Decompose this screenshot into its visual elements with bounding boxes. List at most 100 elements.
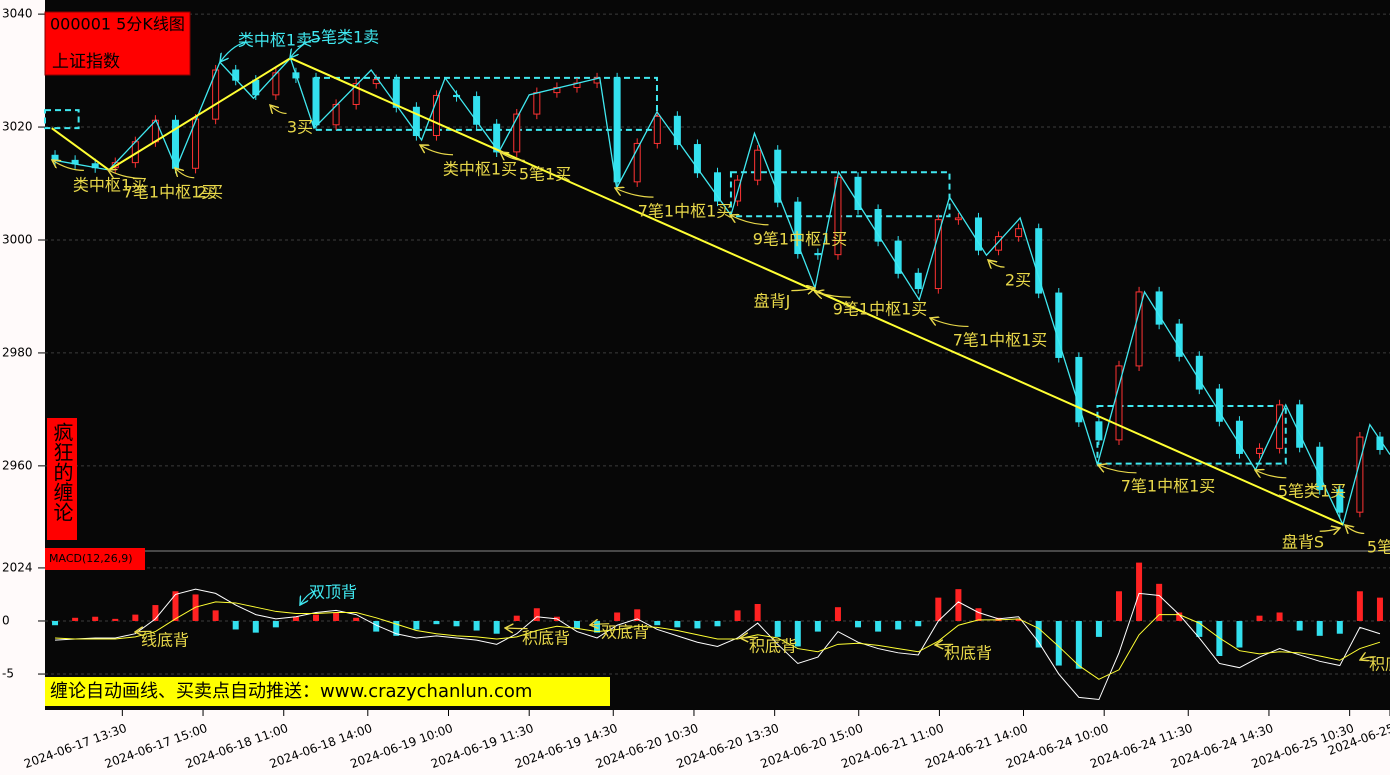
bi-line: [51, 56, 1390, 527]
candle-body: [794, 201, 802, 255]
y-tick-label: 3000: [2, 232, 33, 246]
macd-bar: [1316, 620, 1323, 636]
annotation-arrow: [791, 288, 815, 291]
candle-body: [1356, 436, 1364, 513]
banner: 疯狂的缠论: [50, 422, 74, 522]
macd-bar: [373, 620, 380, 632]
candle-body: [1135, 291, 1143, 367]
annotation: 7笔1中枢1买: [953, 331, 1048, 350]
annotation: 线底背: [141, 631, 189, 650]
annotation: 类中枢1买: [73, 176, 147, 195]
macd-title: MACD(12,26,9): [49, 552, 133, 565]
candle-body: [1296, 404, 1304, 448]
macd-bar: [252, 620, 259, 633]
macd-bar: [1115, 591, 1122, 621]
candle-body: [954, 217, 962, 221]
macd-bar: [92, 616, 99, 621]
annotation-arrow: [505, 628, 528, 629]
candle-body: [974, 217, 982, 251]
macd-bar: [935, 597, 942, 621]
macd-bar: [72, 617, 79, 621]
candle-body: [332, 103, 340, 126]
macd-bar: [955, 589, 962, 621]
macd-bar: [292, 616, 299, 621]
plot-background: [45, 0, 1390, 710]
annotation-arrow: [988, 260, 1005, 267]
annotation-arrow: [730, 215, 769, 226]
annotation-arrow: [420, 145, 454, 156]
annotation: 积底背: [749, 637, 797, 656]
annotation-arrow: [290, 37, 321, 59]
candle-body: [1035, 228, 1043, 294]
macd-bar: [674, 620, 681, 628]
annotation-arrow: [740, 637, 759, 638]
annotation: 5笔类1买: [1278, 482, 1346, 501]
annotation: 7笔1中枢1买: [123, 183, 218, 202]
annotation: 双底背: [601, 623, 649, 642]
candle-body: [493, 123, 501, 153]
candle-body: [412, 106, 420, 137]
candle-body: [673, 115, 681, 146]
candle-body: [854, 176, 862, 210]
candle-body: [633, 142, 641, 183]
annotation: 5笔类1卖: [311, 28, 379, 47]
header-box: [44, 11, 191, 76]
macd-bar: [794, 620, 801, 647]
macd-bar: [834, 607, 841, 621]
macd-bar: [694, 620, 701, 629]
annotation: 2买: [197, 183, 223, 202]
annotation: 3买: [287, 118, 313, 137]
candle-body: [1215, 388, 1223, 422]
annotation-arrow: [1319, 528, 1340, 531]
macd-line: [55, 588, 1381, 701]
candle-body: [432, 94, 440, 137]
candle-body: [1015, 228, 1023, 238]
macd-bar: [1296, 620, 1303, 631]
macd-bar: [433, 620, 440, 625]
macd-line: [55, 601, 1381, 680]
macd-bar: [112, 618, 119, 621]
header-name: 上证指数: [52, 52, 120, 72]
annotation-arrow: [52, 160, 84, 171]
candle-body: [774, 149, 782, 203]
macd-bar: [473, 620, 480, 631]
macd-bar: [333, 612, 340, 621]
annotation: 9笔1中枢1买: [753, 230, 848, 249]
candle-body: [513, 113, 521, 153]
candle-body: [995, 236, 1003, 251]
macd-bar: [513, 615, 520, 621]
macd-bar: [1095, 620, 1102, 637]
macd-bar: [1336, 620, 1343, 634]
macd-bar: [1015, 618, 1022, 621]
annotation-arrow: [1345, 525, 1365, 533]
macd-bar: [1376, 597, 1383, 621]
footer-box: [45, 677, 610, 706]
candle-body: [192, 118, 200, 169]
candle-body: [894, 240, 902, 274]
candle-body: [352, 83, 360, 105]
candle-body: [1055, 292, 1063, 358]
macd-bar: [754, 604, 761, 621]
macd-bar: [493, 620, 500, 634]
macd-bar: [172, 591, 179, 621]
candle-body: [553, 87, 561, 94]
annotation-arrow: [108, 170, 143, 180]
macd-bar: [614, 612, 621, 621]
zhongshu-box: [44, 109, 80, 130]
y-tick-label: 2024: [2, 560, 33, 574]
annotation: 类中枢1卖: [238, 31, 312, 50]
macd-bar: [232, 620, 239, 630]
macd-bar: [634, 609, 641, 621]
y-tick-label: 2980: [2, 345, 33, 359]
macd-bar: [654, 620, 661, 626]
candle-body: [272, 72, 280, 96]
annotation-arrow: [300, 590, 319, 605]
candle-body: [714, 172, 721, 202]
annotation: 积底背: [522, 629, 570, 648]
candle-body: [392, 79, 400, 108]
annotation-arrow: [220, 41, 251, 62]
candle-body: [453, 94, 461, 98]
candle-body: [934, 219, 942, 290]
